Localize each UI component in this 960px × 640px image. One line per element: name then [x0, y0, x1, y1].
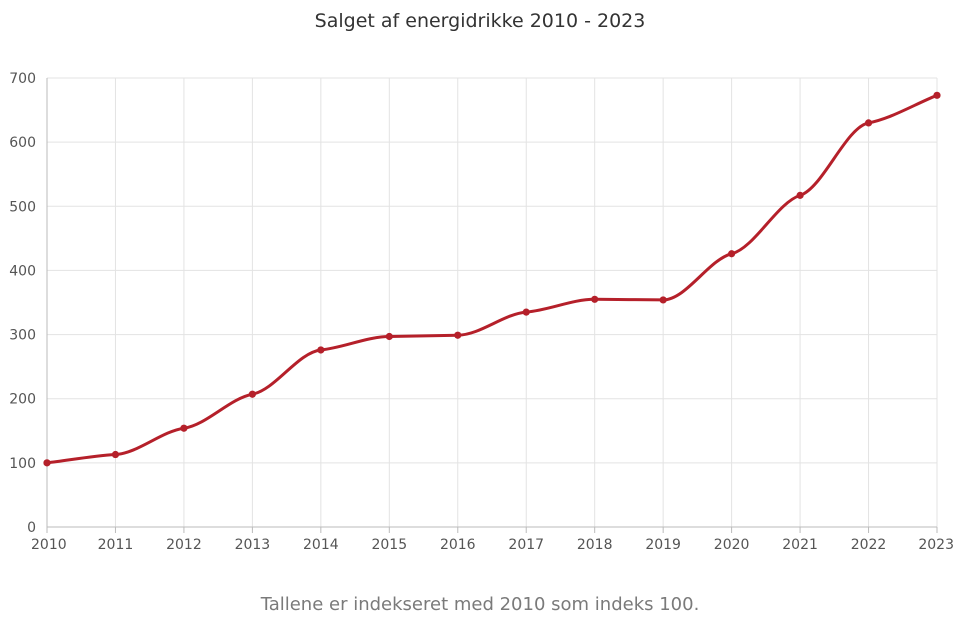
y-tick-label: 400 [9, 263, 36, 279]
data-point[interactable] [522, 308, 530, 316]
data-point[interactable] [43, 459, 51, 467]
data-point[interactable] [317, 346, 325, 354]
data-point[interactable] [248, 390, 256, 398]
series-layer [43, 91, 941, 467]
x-tick-label: 2012 [166, 537, 202, 553]
x-tick-label: 2017 [508, 537, 544, 553]
y-tick-label: 500 [9, 199, 36, 215]
x-tick-label: 2016 [440, 537, 476, 553]
y-tick-label: 100 [9, 456, 36, 472]
chart-caption: Tallene er indekseret med 2010 som indek… [260, 594, 700, 615]
data-point[interactable] [864, 119, 873, 127]
y-tick-label: 600 [9, 135, 36, 151]
data-point[interactable] [796, 191, 804, 199]
x-tick-label: 2015 [371, 537, 407, 553]
x-tick-label: 2011 [98, 537, 134, 553]
x-tick-label: 2023 [918, 537, 954, 553]
data-point[interactable] [728, 250, 736, 258]
x-tick-label: 2021 [782, 537, 818, 553]
axes [46, 78, 938, 533]
data-point[interactable] [385, 332, 393, 341]
tick-labels: 0 100 200 300 400 500 600 700 2010 2011 2012 2013 20… [9, 71, 954, 553]
y-tick-label: 700 [9, 71, 36, 87]
grid [46, 77, 938, 527]
y-tick-label: 200 [9, 392, 36, 408]
x-tick-label: 2020 [714, 537, 750, 553]
series-line [45, 93, 939, 465]
data-point[interactable] [180, 424, 188, 432]
data-point[interactable] [454, 331, 462, 339]
x-tick-label: 2019 [645, 537, 681, 553]
x-tick-label: 2022 [851, 537, 887, 553]
y-tick-label: 300 [9, 328, 36, 344]
y-tick-label: 0 [27, 520, 36, 536]
chart-title: Salget af energidrikke 2010 - 2023 [314, 10, 646, 32]
x-tick-label: 2018 [577, 537, 613, 553]
data-point[interactable] [111, 450, 120, 459]
data-point[interactable] [591, 295, 599, 303]
x-tick-label: 2010 [31, 537, 67, 553]
x-tick-label: 2013 [235, 537, 271, 553]
data-point[interactable] [933, 91, 941, 99]
data-point[interactable] [659, 296, 667, 304]
x-tick-label: 2014 [303, 537, 339, 553]
